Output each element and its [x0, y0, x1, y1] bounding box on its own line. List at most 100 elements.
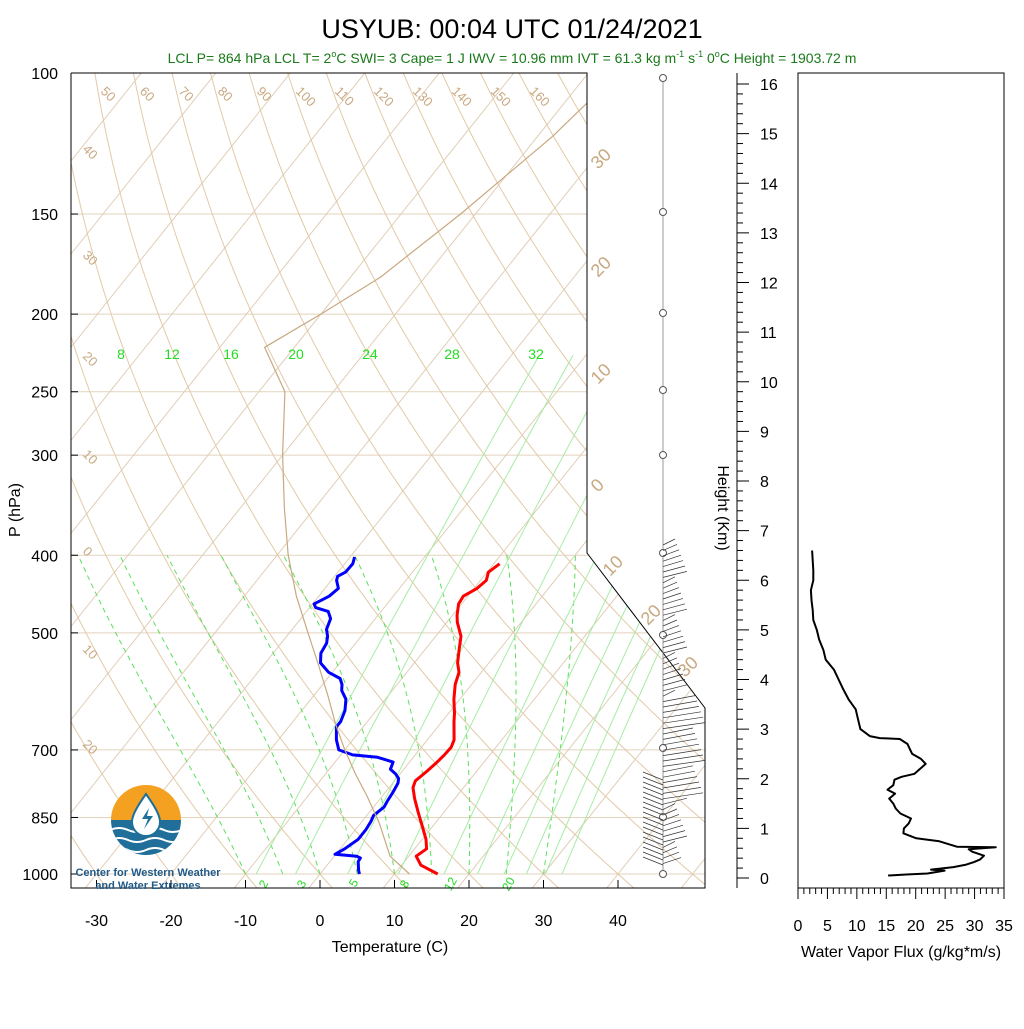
temperature-tick-label: 40 — [609, 913, 627, 930]
adiabat-label: 30 — [674, 653, 702, 681]
wind-barb — [642, 816, 664, 826]
wind-barb — [662, 657, 678, 665]
adiabat-label: 20 — [587, 253, 615, 281]
mixing-ratio-line — [561, 354, 705, 875]
wind-barb — [662, 787, 702, 794]
wind-barb — [662, 641, 686, 648]
calm-circle — [659, 74, 667, 82]
height-tick-label: 4 — [760, 673, 769, 690]
height-tick-label: 10 — [760, 375, 778, 392]
height-tick-label: 16 — [760, 77, 778, 94]
wind-barb — [662, 711, 702, 719]
wind-barb — [662, 554, 682, 562]
flux-tick-label: 15 — [877, 918, 895, 935]
wind-barb — [662, 830, 686, 837]
temperature-profile — [411, 562, 501, 876]
wind-barb — [642, 781, 664, 791]
mixing-ratio-label: 24 — [362, 346, 378, 362]
chart-subtitle: LCL P= 864 hPa LCL T= 2oC SWI= 3 Cape= 1… — [168, 49, 857, 66]
wind-barb — [662, 781, 700, 789]
wind-barb — [662, 716, 704, 724]
mixing-ratio-line — [295, 354, 574, 875]
isotherm-line — [71, 73, 217, 888]
wind-barb — [662, 603, 686, 611]
skewt-background-labels: 50 60 70 80 90 100 110 120 130 140 150 160403020100… — [80, 84, 702, 894]
pressure-tick-label: 250 — [31, 385, 58, 402]
wind-barb — [642, 806, 664, 816]
isotherm-line — [531, 73, 705, 888]
pressure-axis-label: P (hPa) — [7, 483, 24, 537]
calm-circle — [659, 631, 667, 639]
skewt-profiles — [264, 73, 619, 876]
wind-barb — [662, 673, 684, 681]
wind-barb — [662, 581, 678, 589]
wind-barb — [642, 836, 664, 846]
wind-barb — [662, 679, 686, 686]
wind-barb — [662, 797, 688, 805]
wind-barb — [662, 614, 676, 621]
logo-text-line1: Center for Western Weather — [75, 867, 221, 879]
dry-adiabat — [71, 73, 185, 888]
isotherm-line — [71, 73, 664, 888]
mixing-ratio-label: 16 — [223, 346, 239, 362]
dewpoint-profile — [312, 556, 401, 875]
height-tick-label: 14 — [760, 176, 778, 193]
wind-barb — [662, 576, 676, 584]
height-tick-label: 0 — [760, 871, 769, 888]
freezing-height: 0 — [707, 50, 715, 66]
calm-circle — [659, 813, 667, 821]
flux-axis-label: Water Vapor Flux (g/kg*m/s) — [801, 944, 1001, 961]
mixing-ratio-line — [255, 354, 540, 875]
dry-adiabat — [71, 73, 487, 888]
temperature-tick-label: -20 — [159, 913, 182, 930]
isotherm-line — [71, 73, 291, 888]
wind-barb — [662, 765, 694, 773]
wind-barb — [662, 706, 700, 713]
moist-adiabat — [220, 555, 358, 875]
dry-adiabat — [402, 73, 705, 888]
dry-adiabat — [210, 73, 705, 888]
dry-adiabat — [287, 73, 705, 888]
wind-barb — [662, 722, 706, 729]
mixing-ratio-label: 20 — [499, 874, 518, 893]
height-tick-label: 5 — [760, 623, 769, 640]
temperature-axis-label: Temperature (C) — [332, 939, 448, 956]
pressure-tick-label: 400 — [31, 548, 58, 565]
wind-barb — [642, 821, 664, 831]
temperature-tick-label: 10 — [386, 913, 404, 930]
moist-adiabat — [77, 555, 246, 875]
wind-barb — [662, 841, 676, 848]
mixing-ratio-label: 32 — [528, 346, 544, 362]
height-tick-label: 9 — [760, 424, 769, 441]
isotherm-label: 30 — [80, 248, 101, 269]
isotherm-label: 150 — [488, 84, 514, 110]
calm-circle — [659, 549, 667, 557]
parcel-profile — [264, 73, 619, 875]
pressure-tick-label: 1000 — [22, 867, 58, 884]
height-tick-label: 6 — [760, 573, 769, 590]
flux-tick-label: 35 — [995, 918, 1013, 935]
mixing-ratio-line — [544, 354, 705, 875]
adiabat-label: 10 — [599, 552, 627, 580]
wind-barb — [662, 824, 684, 832]
height-tick-label: 11 — [760, 325, 777, 342]
pressure-tick-label: 500 — [31, 626, 58, 643]
dry-adiabat — [712, 73, 1024, 891]
temperature-axis: -30 -20 -10 0 10 20 30 40 — [85, 880, 627, 930]
height-tick-label: 12 — [760, 276, 778, 293]
dry-adiabat — [71, 73, 109, 888]
wind-barb — [662, 668, 682, 675]
isotherm-line — [233, 73, 705, 888]
moist-adiabat — [166, 555, 321, 875]
wind-barb — [662, 835, 688, 843]
calm-circle — [659, 744, 667, 752]
wind-barb — [662, 846, 678, 854]
wind-barb — [662, 684, 688, 692]
wind-barb — [662, 776, 698, 783]
wind-barb — [642, 776, 664, 786]
adiabat-label: 30 — [587, 145, 615, 173]
mixing-ratio-label: 5 — [346, 876, 362, 889]
dry-adiabat — [479, 73, 705, 888]
isotherm-label: 0 — [80, 544, 96, 560]
mixing-ratio-line — [503, 354, 705, 875]
